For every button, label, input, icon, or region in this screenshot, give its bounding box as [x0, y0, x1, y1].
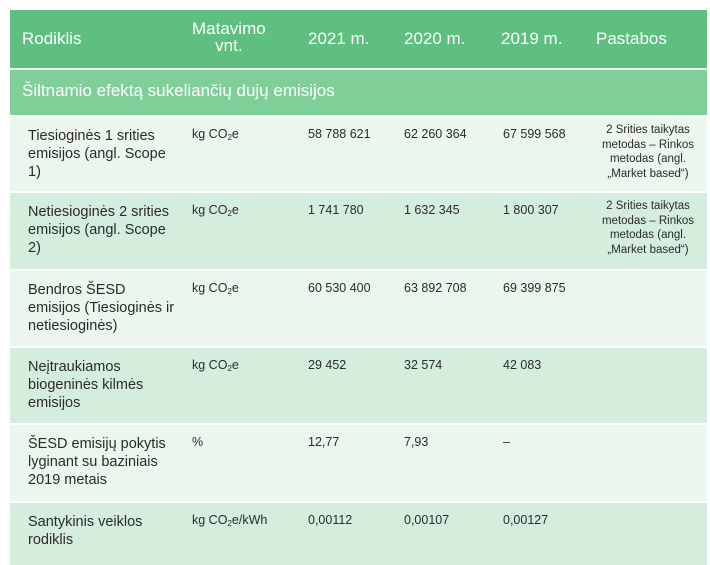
table-row: Bendros ŠESD emisijos (Tiesioginės ir ne…	[10, 269, 707, 346]
value-2019-cell: 42 083	[503, 358, 542, 372]
section-title: Šiltnamio efektą sukeliančių dujų emisij…	[22, 81, 335, 100]
unit-post: e	[231, 281, 239, 295]
value-2019-cell: 1 800 307	[503, 203, 559, 217]
value-2021-cell: 0,00112	[308, 513, 353, 527]
header-2019: 2019 m.	[501, 29, 563, 48]
header-unit-line1: Matavimo	[192, 19, 266, 38]
table-row: Neįtraukiamos biogeninės kilmės emisijos…	[10, 346, 707, 423]
unit-subscript: 2	[227, 209, 232, 218]
unit-pre: kg CO	[192, 358, 228, 372]
value-2019-cell: 0,00127	[503, 513, 549, 527]
header-unit: Matavimo vnt.	[192, 20, 266, 54]
emissions-table: Rodiklis Matavimo vnt. 2021 m. 2020 m. 2…	[10, 10, 707, 565]
table-row: Tiesioginės 1 srities emisijos (angl. Sc…	[10, 115, 707, 191]
value-2020-cell: 1 632 345	[404, 203, 460, 217]
indicator-cell: ŠESD emisijų pokytis lyginant su bazinia…	[28, 436, 166, 488]
unit-pre: kg CO	[192, 513, 228, 527]
unit-cell: %	[192, 435, 203, 449]
unit-cell: kg CO2e	[192, 127, 239, 142]
notes-cell: 2 Srities taikytas metodas – Rinkos meto…	[601, 124, 695, 180]
header-notes: Pastabos	[596, 29, 667, 48]
table-row: Netiesioginės 2 srities emisijos (angl. …	[10, 191, 707, 269]
unit-post: e	[231, 127, 239, 141]
header-2021: 2021 m.	[308, 29, 370, 48]
value-2021-cell: 12,77	[308, 435, 340, 449]
table-body: Tiesioginės 1 srities emisijos (angl. Sc…	[10, 115, 707, 565]
unit-pre: kg CO	[192, 281, 228, 295]
value-2020-cell: 63 892 708	[404, 281, 467, 295]
unit-post: e	[231, 358, 239, 372]
indicator-cell: Santykinis veiklos rodiklis	[28, 514, 143, 548]
unit-subscript: 2	[227, 519, 232, 528]
unit-pre: %	[192, 435, 204, 449]
value-2020-cell: 32 574	[404, 358, 443, 372]
value-2019-cell: 69 399 875	[503, 281, 566, 295]
header-unit-line2: vnt.	[215, 36, 243, 55]
unit-subscript: 2	[227, 133, 232, 142]
section-row: Šiltnamio efektą sukeliančių dujų emisij…	[10, 68, 707, 115]
value-2021-cell: 60 530 400	[308, 281, 371, 295]
value-2019-cell: 67 599 568	[503, 127, 566, 141]
table-row: ŠESD emisijų pokytis lyginant su bazinia…	[10, 423, 707, 501]
notes-cell: 2 Srities taikytas metodas – Rinkos meto…	[601, 200, 695, 256]
indicator-cell: Neįtraukiamos biogeninės kilmės emisijos	[28, 359, 144, 411]
table-header: Rodiklis Matavimo vnt. 2021 m. 2020 m. 2…	[10, 10, 707, 68]
unit-pre: kg CO	[192, 203, 228, 217]
table-row: Santykinis veiklos rodiklis kg CO2e/kWh 0,…	[10, 501, 707, 565]
unit-cell: kg CO2e	[192, 281, 239, 296]
value-2021-cell: 1 741 780	[308, 203, 364, 217]
value-2019-cell: –	[503, 435, 510, 449]
value-2021-cell: 29 452	[308, 358, 347, 372]
unit-pre: kg CO	[192, 127, 228, 141]
unit-cell: kg CO2e/kWh	[192, 513, 267, 528]
unit-subscript: 2	[227, 364, 232, 373]
header-2020: 2020 m.	[404, 29, 466, 48]
indicator-cell: Netiesioginės 2 srities emisijos (angl. …	[28, 204, 170, 256]
value-2021-cell: 58 788 621	[308, 127, 371, 141]
header-indicator: Rodiklis	[22, 29, 82, 48]
unit-post: e	[231, 203, 239, 217]
value-2020-cell: 7,93	[404, 435, 429, 449]
unit-cell: kg CO2e	[192, 358, 239, 373]
unit-subscript: 2	[227, 287, 232, 296]
indicator-cell: Tiesioginės 1 srities emisijos (angl. Sc…	[28, 128, 166, 180]
unit-cell: kg CO2e	[192, 203, 239, 218]
indicator-cell: Bendros ŠESD emisijos (Tiesioginės ir ne…	[28, 282, 175, 334]
unit-post: e/kWh	[231, 513, 268, 527]
value-2020-cell: 0,00107	[404, 513, 450, 527]
value-2020-cell: 62 260 364	[404, 127, 467, 141]
